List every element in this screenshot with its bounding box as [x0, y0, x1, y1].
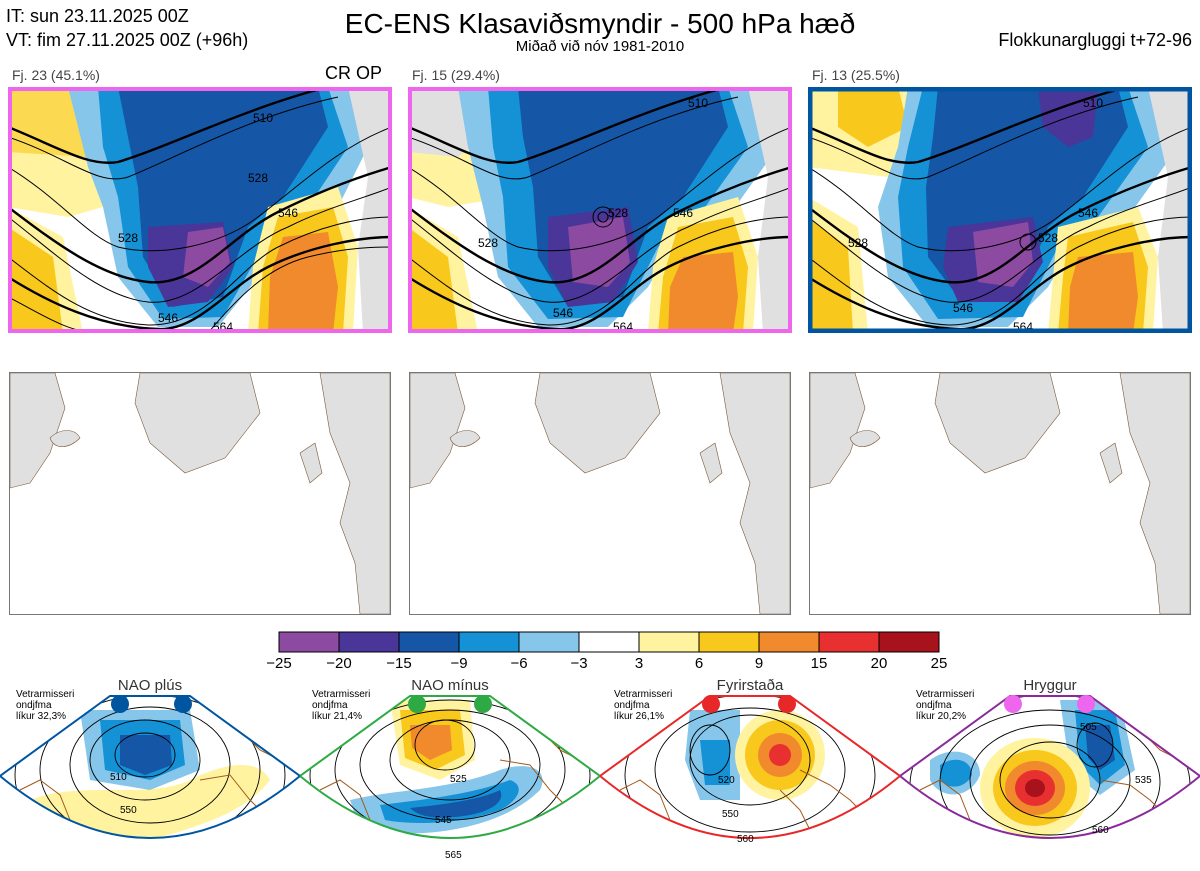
chart-subtitle: Miðað við nóv 1981-2010 — [515, 38, 685, 55]
regime-meta-1: Vetrarmisseri ondjfma líkur 32,3% — [16, 689, 75, 722]
colorbar-tick-label: 6 — [694, 655, 704, 672]
basemap-land — [810, 373, 1190, 614]
regime-contour-label: 565 — [445, 850, 462, 861]
colorbar-tick-label: 25 — [930, 655, 948, 672]
contour-label: 528 — [848, 236, 868, 250]
regime-contour-label: 535 — [1135, 775, 1152, 786]
regime-name-2: NAO mínus — [411, 677, 489, 694]
contour-label: 546 — [553, 306, 573, 320]
cluster-border — [408, 87, 792, 333]
cluster-map-2: 510 528 528 546 546 564 — [408, 87, 792, 333]
contour-label: 528 — [478, 236, 498, 250]
contour-label: 546 — [158, 311, 178, 325]
colorbar — [278, 631, 940, 653]
colorbar-swatch — [638, 631, 700, 653]
regime-name-4: Hryggur — [1023, 677, 1077, 694]
colorbar-tick-label: −25 — [266, 655, 292, 672]
empty-map-1 — [9, 372, 391, 615]
regime-name-1: NAO plús — [117, 677, 183, 694]
basemap-land — [10, 373, 390, 614]
regime-meta-3: Vetrarmisseri ondjfma líkur 26,1% — [614, 689, 673, 722]
contour-label: 510 — [253, 111, 273, 125]
colorbar-swatch — [338, 631, 400, 653]
regime-contour-label: 545 — [435, 815, 452, 826]
colorbar-tick-label: 20 — [870, 655, 888, 672]
contour-label: 528 — [608, 206, 628, 220]
regime-name-3: Fyrirstaða — [716, 677, 784, 694]
colorbar-swatch — [398, 631, 460, 653]
basemap-land — [410, 373, 790, 614]
regime-map-blocking: 520 550 560 — [600, 695, 900, 845]
colorbar-swatch — [818, 631, 880, 653]
initial-time: IT: sun 23.11.2025 00Z — [6, 6, 189, 26]
regime-contour-label: 510 — [110, 772, 127, 783]
colorbar-tick-label: −3 — [570, 655, 588, 672]
contour-label: 546 — [953, 301, 973, 315]
cluster-map-1: 510 528 528 546 546 564 — [8, 87, 392, 333]
cluster-label-2: Fj. 15 (29.4%) — [412, 67, 500, 83]
colorbar-tick-label: 15 — [810, 655, 828, 672]
contour-label: 546 — [1078, 206, 1098, 220]
cluster-anomaly-map-2: 510 528 528 546 546 564 — [408, 87, 792, 333]
cluster-label-3: Fj. 13 (25.5%) — [812, 67, 900, 83]
regime-contour-label: 525 — [450, 774, 467, 785]
regime-map-nao-plus: 510 550 — [0, 695, 300, 839]
contour-label: 528 — [118, 231, 138, 245]
cluster-map-3: 510 528 528 546 546 564 — [808, 87, 1192, 333]
cluster-anomaly-map-3: 510 528 528 546 546 564 — [808, 87, 1192, 333]
empty-map-2 — [409, 372, 791, 615]
colorbar-tick-label: −6 — [510, 655, 528, 672]
colorbar-tick-label: 9 — [754, 655, 764, 672]
regime-contour-label: 505 — [1080, 722, 1097, 733]
colorbar-swatch — [518, 631, 580, 653]
cluster-tag-1: CR OP — [325, 63, 383, 83]
contour-label: 546 — [673, 206, 693, 220]
empty-map-3 — [809, 372, 1191, 615]
regime-contour-label: 550 — [722, 809, 739, 820]
colorbar-swatch — [578, 631, 640, 653]
colorbar-swatch — [878, 631, 940, 653]
contour-label: 528 — [1038, 231, 1058, 245]
colorbar-swatch — [698, 631, 760, 653]
cluster-border — [808, 87, 1192, 333]
colorbar-swatch — [758, 631, 820, 653]
colorbar-swatch — [458, 631, 520, 653]
chart-title: EC-ENS Klasaviðsmyndir - 500 hPa hæð — [344, 8, 856, 39]
contour-label: 510 — [1083, 96, 1103, 110]
contour-label: 510 — [688, 96, 708, 110]
colorbar-tick-label: −9 — [450, 655, 468, 672]
cluster-border — [8, 87, 392, 333]
colorbar-tick-label: 3 — [634, 655, 644, 672]
regime-map-ridge: 505 535 560 — [900, 695, 1200, 839]
cluster-anomaly-map-1: 510 528 528 546 546 564 — [8, 87, 392, 333]
colorbar-tick-label: −20 — [326, 655, 352, 672]
classification-window: Flokkunargluggi t+72-96 — [998, 30, 1192, 50]
colorbar-tick-label: −15 — [386, 655, 412, 672]
contour-label: 528 — [248, 171, 268, 185]
regime-meta-4: Vetrarmisseri ondjfma líkur 20,2% — [916, 689, 975, 722]
contour-label: 546 — [278, 206, 298, 220]
cluster-label-1: Fj. 23 (45.1%) — [12, 67, 100, 83]
regime-contour-label: 560 — [737, 834, 754, 845]
regime-contour-label: 560 — [1092, 825, 1109, 836]
regime-map-nao-minus: 525 545 565 — [300, 695, 600, 861]
valid-time: VT: fim 27.11.2025 00Z (+96h) — [6, 30, 249, 50]
regime-contour-label: 550 — [120, 805, 137, 816]
regime-meta-2: Vetrarmisseri ondjfma líkur 21,4% — [312, 689, 371, 722]
regime-contour-label: 520 — [718, 775, 735, 786]
colorbar-swatch — [278, 631, 340, 653]
